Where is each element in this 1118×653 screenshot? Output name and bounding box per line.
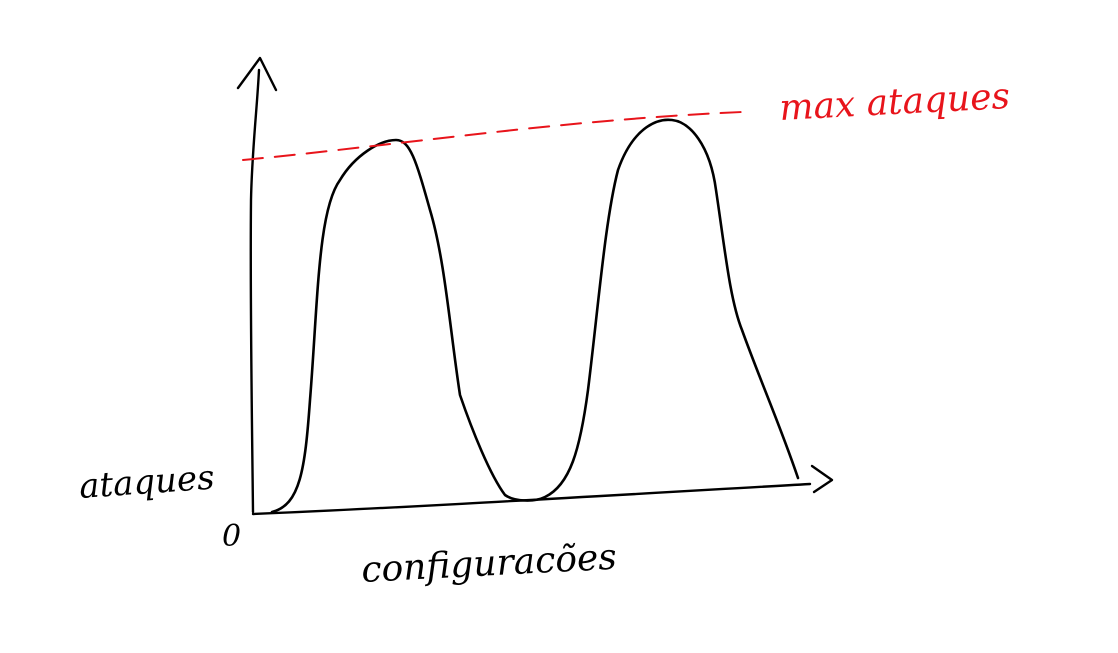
origin-label: 0 <box>222 519 241 554</box>
series-curve <box>270 118 800 514</box>
y-axis <box>249 68 261 514</box>
y-axis-label: ataques <box>78 458 216 507</box>
x-axis <box>251 482 812 516</box>
y-axis-arrow <box>236 56 278 92</box>
max-reference-label: max ataques <box>778 76 1011 129</box>
x-axis-label: configuracões <box>360 537 617 591</box>
max-reference-line <box>242 111 743 161</box>
x-axis-arrow <box>810 464 834 494</box>
